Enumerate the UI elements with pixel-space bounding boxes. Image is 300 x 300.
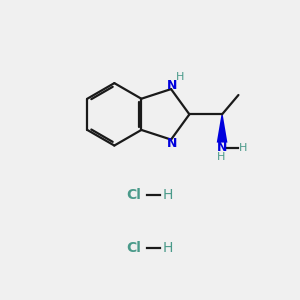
Text: H: H	[163, 188, 173, 202]
Text: H: H	[176, 72, 184, 82]
Text: Cl: Cl	[126, 241, 141, 255]
Polygon shape	[217, 114, 227, 142]
Text: N: N	[167, 136, 177, 150]
Text: H: H	[239, 143, 248, 153]
Text: H: H	[163, 241, 173, 255]
Text: Cl: Cl	[126, 188, 141, 202]
Text: H: H	[217, 152, 226, 162]
Text: N: N	[217, 141, 227, 154]
Text: N: N	[167, 79, 177, 92]
